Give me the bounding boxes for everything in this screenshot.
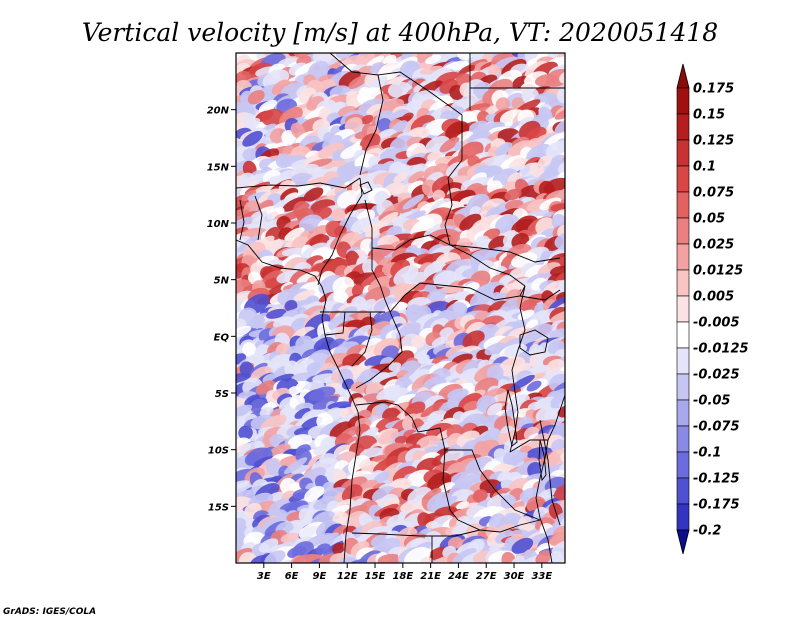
y-tick-label: 5N [214,276,230,287]
y-tick-label: 5S [215,389,229,400]
colorbar-swatch [676,191,690,219]
y-tick-label: EQ [214,332,230,343]
border-nigeria-cameroon [317,177,363,286]
border-zimbabwe [494,489,541,521]
x-tick-label: 21E [420,571,441,582]
colorbar-label: 0.075 [693,186,734,201]
x-tick-label: 12E [337,571,358,582]
colorbar-label: 0.125 [693,134,734,149]
border-togo-benin [239,199,245,241]
colorbar-swatch [676,269,690,297]
chart-title: Vertical velocity [m/s] at 400hPa, VT: 2… [82,18,718,47]
x-tick-label: 30E [504,571,525,582]
colorbar-top-arrow [676,63,690,89]
border-niger-nigeria [236,177,361,189]
border-niger-chad [359,74,384,176]
colorbar-swatch [676,399,690,427]
lake-tanganyika [504,389,518,447]
colorbar-swatch [676,87,690,115]
colorbar-label: -0.05 [693,394,730,409]
colorbar-label: -0.125 [693,472,740,487]
colorbar-swatch [676,139,690,167]
y-tick-label: 10S [208,446,229,457]
colorbar-label: -0.075 [693,420,740,435]
colorbar-label: 0.05 [693,212,725,227]
border-uganda-kenya [519,289,561,301]
colorbar-swatch [676,373,690,401]
y-tick-label: 10N [207,219,230,230]
border-south-sudan [449,244,561,263]
x-tick-label: 3E [257,571,271,582]
y-tick-label: 15S [208,502,229,513]
map-frame [235,52,566,564]
border-congo-drc [355,311,403,389]
x-tick-label: 15E [365,571,386,582]
colorbar-swatch [676,165,690,193]
colorbar-label: 0.15 [693,108,725,123]
colorbar-swatch [676,321,690,349]
velocity-field [236,53,565,563]
colorbar-label: 0.025 [693,238,734,253]
colorbar-swatch [676,217,690,245]
border-mozambique [539,419,561,526]
colorbar-label: -0.1 [693,446,721,461]
x-tick-label: 24E [448,571,469,582]
country-borders [236,53,565,563]
y-tick-label: 20N [207,106,230,117]
colorbar: 0.175 0.15 0.125 0.1 0.075 0.05 0.025 0.0125 0.0… [676,63,749,555]
colorbar-swatch [676,477,690,505]
colorbar-label: -0.2 [693,524,721,539]
colorbar-label: -0.025 [693,368,740,383]
border-sudan-chad [444,159,463,246]
x-tick-label: 18E [392,571,413,582]
colorbar-label: 0.005 [693,290,734,305]
border-angola-zambia [442,449,459,521]
grads-credit: GrADS: IGES/COLA [3,607,96,617]
colorbar-label: -0.005 [693,316,740,331]
border-car-south [389,282,526,313]
lake-victoria [519,329,549,356]
colorbar-swatch [676,451,690,479]
colorbar-label: 0.0125 [693,264,743,279]
colorbar-swatch [676,113,690,141]
y-axis: 20N 15N 10N 5N EQ 5S 10S 15S [207,106,236,513]
border-angola-namibia [351,529,481,537]
colorbar-label: -0.175 [693,498,740,513]
colorbar-label: 0.1 [693,160,716,175]
border-cameroon-east [364,199,391,313]
coastline-east-africa [535,394,565,563]
border-zambia-south [457,519,541,533]
border-libya-chad [329,53,463,160]
lake-malawi [538,439,547,482]
colorbar-swatch [676,347,690,375]
colorbar-swatch [676,425,690,453]
border-westafrica-inner [254,195,263,241]
lake-chad [359,181,373,195]
x-tick-label: 33E [531,571,552,582]
colorbar-bottom-arrow [676,529,690,555]
colorbar-swatch [676,243,690,271]
border-drc-east [509,285,526,453]
colorbar-label: 0.175 [693,82,734,97]
colorbar-swatch [676,503,690,531]
x-tick-label: 9E [313,571,327,582]
coastline-west-africa [236,239,361,563]
x-axis: 3E 6E 9E 12E 15E 18E 21E 24E 27E 30E 33E [257,563,552,582]
colorbar-swatch [676,295,690,323]
border-drc-angola [355,401,496,491]
x-tick-label: 27E [476,571,497,582]
y-tick-label: 15N [207,162,230,173]
border-tanzania [509,439,548,453]
colorbar-label: -0.0125 [693,342,749,357]
x-tick-label: 6E [285,571,299,582]
